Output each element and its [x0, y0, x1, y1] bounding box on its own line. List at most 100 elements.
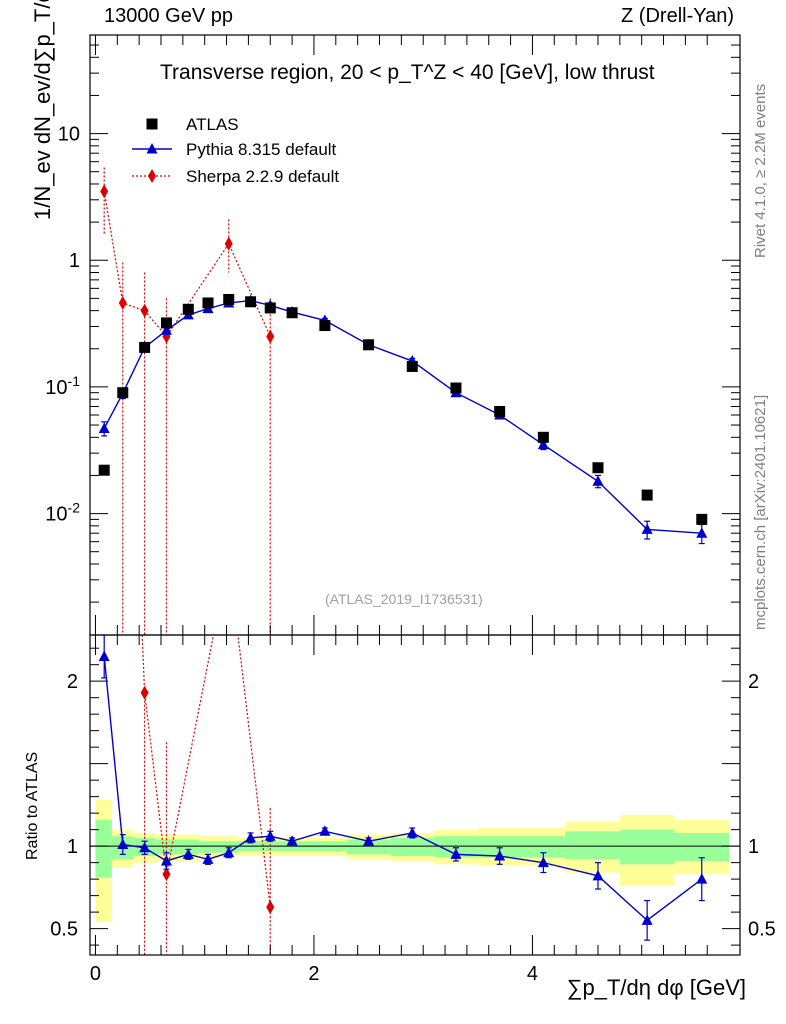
- atlas-point: [537, 431, 549, 443]
- ratio-pythia-point: [98, 650, 110, 661]
- ratio-band-inner: [477, 836, 522, 858]
- atlas-point: [98, 464, 110, 476]
- sherpa-point: [118, 295, 127, 310]
- atlas-point: [696, 513, 708, 525]
- atlas-point: [245, 296, 257, 308]
- plot-title: Transverse region, 20 < p_T^Z < 40 [GeV]…: [160, 61, 655, 84]
- ratio-pythia-point: [363, 835, 375, 846]
- ratio-y-tick-label: 2: [67, 671, 78, 693]
- ratio-band-inner: [390, 837, 435, 857]
- atlas-point: [223, 293, 235, 305]
- ratio-pythia-point: [223, 846, 235, 858]
- ratio-y-tick-label-right: 1: [748, 836, 759, 858]
- atlas-point: [450, 382, 462, 394]
- ratio-band-inner: [619, 829, 675, 865]
- ratio-pythia-point: [160, 854, 172, 866]
- ratio-y-tick-label: 0.5: [50, 919, 78, 941]
- main-y-tick-label: 10-1: [45, 373, 80, 399]
- atlas-point: [264, 302, 276, 314]
- x-axis-title: ∑p_T/dη dφ [GeV]: [566, 975, 746, 1000]
- rivet-version-label: Rivet 4.1.0, ≥ 2.2M events: [752, 83, 769, 258]
- sherpa-point: [266, 329, 275, 344]
- main-panel-series: [98, 167, 708, 635]
- ratio-band-inner: [434, 836, 478, 858]
- pythia-point: [160, 324, 172, 335]
- sherpa-line: [103, 191, 271, 338]
- ratio-pythia-point: [641, 914, 653, 925]
- x-tick-label: 2: [308, 963, 319, 985]
- ratio-pythia-point: [494, 850, 506, 861]
- energy-label: 13000 GeV pp: [104, 5, 233, 27]
- ratio-y-axis-title: Ratio to ATLAS: [24, 751, 41, 860]
- analysis-watermark: (ATLAS_2019_I1736531): [325, 591, 483, 607]
- atlas-point: [286, 307, 298, 319]
- legend-pythia-marker: [146, 143, 158, 154]
- ratio-sherpa-point: [266, 900, 275, 915]
- ratio-y-tick-label: 1: [67, 836, 78, 858]
- ratio-band-inner: [95, 819, 112, 878]
- legend-label: Pythia 8.315 default: [186, 140, 337, 159]
- sherpa-point: [100, 184, 109, 199]
- atlas-point: [494, 405, 506, 417]
- ratio-panel-series: [98, 635, 708, 955]
- atlas-point: [319, 320, 331, 332]
- ratio-pythia-line: [103, 656, 703, 922]
- ratio-pythia-point: [117, 838, 129, 849]
- legend: ATLAS Pythia 8.315 default Sherpa 2.2.9 de…: [132, 115, 339, 186]
- legend-label: ATLAS: [186, 115, 239, 134]
- pythia-line: [103, 299, 702, 534]
- x-tick-label: 4: [527, 963, 538, 985]
- atlas-point: [202, 297, 214, 309]
- atlas-point: [592, 462, 604, 474]
- pythia-point: [592, 475, 604, 486]
- ratio-band-inner: [177, 839, 200, 855]
- ratio-sherpa-line: [141, 635, 271, 908]
- ratio-pythia-point: [264, 830, 276, 841]
- ratio-band-inner: [215, 841, 238, 853]
- ratio-pythia-point: [245, 831, 257, 843]
- pythia-point: [98, 422, 110, 433]
- ratio-pythia-point: [319, 825, 331, 836]
- ratio-uncertainty-bands: [95, 799, 730, 923]
- atlas-point: [406, 360, 418, 372]
- ratio-pythia-point: [696, 873, 708, 884]
- x-tick-label: 0: [90, 963, 101, 985]
- atlas-point: [139, 341, 151, 353]
- ratio-pythia-point: [592, 869, 604, 881]
- ratio-pythia-point: [139, 841, 151, 853]
- ratio-pythia-point: [202, 853, 214, 864]
- ratio-pythia-point: [286, 835, 298, 846]
- ratio-band-inner: [346, 839, 391, 855]
- mcplots-site-label: mcplots.cern.ch [arXiv:2401.10621]: [752, 394, 769, 630]
- ratio-band-inner: [674, 832, 730, 861]
- atlas-point: [363, 339, 375, 351]
- ratio-sherpa-point: [162, 867, 171, 882]
- pythia-point: [641, 523, 653, 534]
- ratio-panel-frame: [89, 634, 741, 956]
- ratio-band-inner: [521, 836, 566, 858]
- atlas-point: [117, 387, 129, 399]
- main-y-tick-label: 10: [58, 124, 80, 146]
- pythia-point: [537, 438, 549, 450]
- main-y-tick-label: 1: [69, 250, 80, 272]
- main-y-tick-label: 10-2: [45, 500, 80, 526]
- sherpa-point: [224, 236, 233, 251]
- atlas-point: [160, 317, 172, 329]
- atlas-point: [641, 489, 653, 501]
- ratio-pythia-point: [406, 826, 418, 838]
- ratio-pythia-point: [537, 856, 549, 868]
- ratio-pythia-point: [182, 848, 194, 859]
- legend-label: Sherpa 2.2.9 default: [186, 167, 339, 186]
- ratio-y-tick-label-right: 0.5: [748, 919, 776, 941]
- ratio-pythia-point: [450, 848, 462, 859]
- axes: 10-2 10-1 1 10 0 2 4 0.5 0.5 1 1 2 2: [45, 34, 776, 985]
- ratio-y-tick-label-right: 2: [748, 671, 759, 693]
- ratio-band-inner: [565, 831, 620, 860]
- ratio-sherpa-point: [140, 685, 149, 700]
- legend-atlas-marker: [146, 118, 158, 130]
- pythia-point: [696, 527, 708, 538]
- ratio-band-inner: [199, 841, 216, 853]
- atlas-point: [182, 303, 194, 315]
- legend-sherpa-marker: [148, 169, 156, 183]
